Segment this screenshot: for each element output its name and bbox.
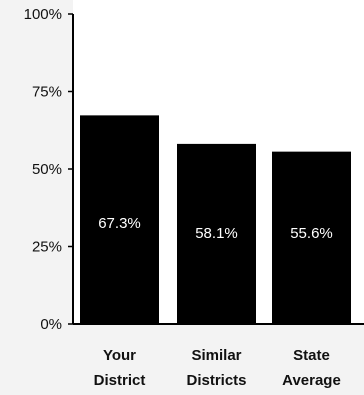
y-tick-label: 75% (32, 84, 62, 101)
y-tick-label: 25% (32, 239, 62, 256)
y-axis-ticks: 0% 25% 50% 75% 100% (24, 6, 73, 333)
bar-value-label: 55.6% (290, 225, 333, 242)
bar (80, 115, 159, 325)
x-category-label: District (94, 372, 146, 389)
bar-value-labels: 67.3% 58.1% 55.6% (98, 215, 333, 242)
x-category-label: Districts (186, 372, 246, 389)
bars (80, 115, 351, 325)
x-category-label: Average (282, 372, 341, 389)
x-category-label: Similar (191, 347, 241, 364)
x-category-label: Your (103, 347, 136, 364)
bar (272, 151, 351, 324)
bar-value-label: 58.1% (195, 225, 238, 242)
y-tick-label: 0% (40, 316, 62, 333)
bar (177, 143, 256, 324)
y-tick-label: 50% (32, 161, 62, 178)
x-axis-labels: Your District Similar Districts State Average (94, 347, 341, 389)
bar-value-label: 67.3% (98, 215, 141, 232)
y-tick-label: 100% (24, 6, 62, 23)
x-category-label: State (293, 347, 330, 364)
